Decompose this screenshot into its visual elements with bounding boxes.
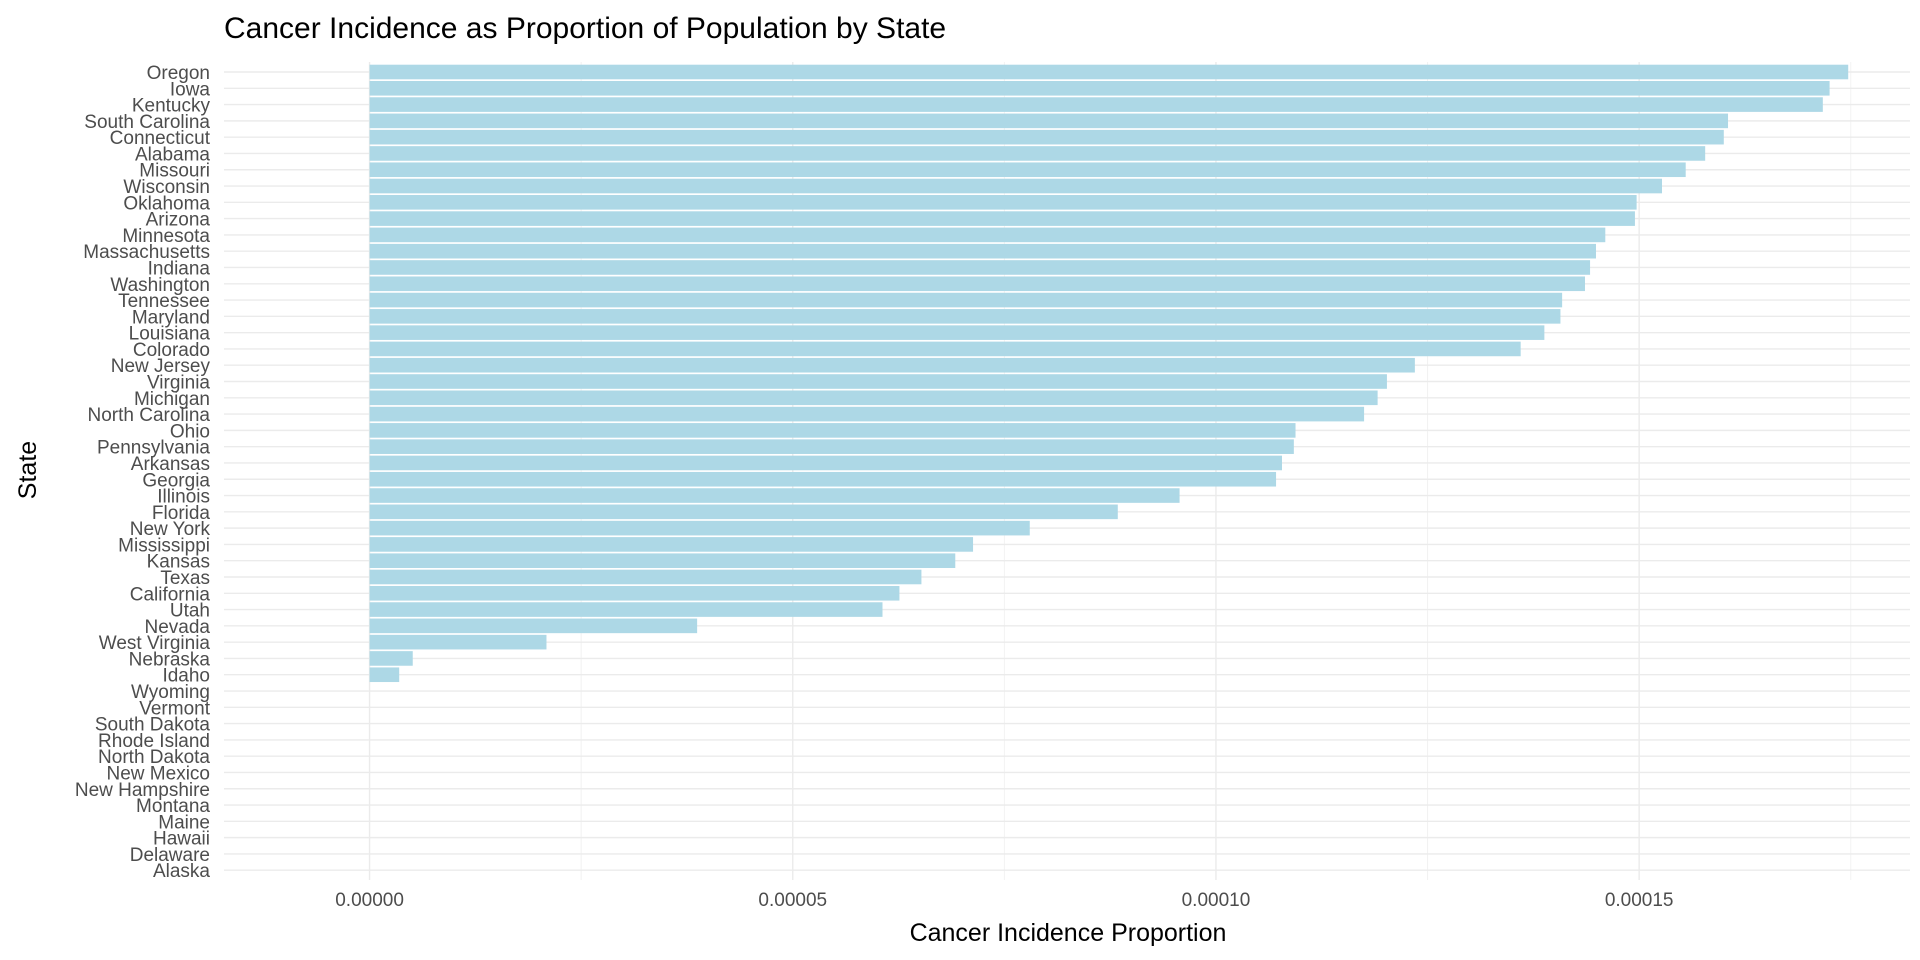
y-tick-label: Tennessee [118,291,210,312]
x-axis-tick-labels: 0.00000 0.00005 0.00010 0.00015 [335,890,1673,911]
y-tick-label: Alaska [153,861,210,882]
bar-massachusetts [369,243,1596,259]
y-tick-label: Idaho [162,666,210,687]
y-tick-label: New Hampshire [75,780,210,801]
bar-south-carolina [369,113,1729,129]
bar-louisiana [369,325,1545,340]
bar-kentucky [369,97,1823,112]
y-tick-label: Illinois [157,487,210,508]
bars [369,64,1849,683]
bar-alabama [369,146,1706,161]
y-tick-label: Washington [110,275,210,296]
bar-florida [369,504,1118,520]
y-tick-label: Mississippi [118,535,210,556]
x-tick-label: 0.00010 [1182,890,1251,911]
x-tick-label: 0.00000 [335,890,404,911]
bar-california [369,585,900,601]
bar-utah [369,602,883,617]
y-tick-label: Missouri [139,161,210,182]
bar-north-carolina [369,406,1365,422]
bar-washington [369,276,1585,292]
y-tick-label: North Carolina [88,405,211,426]
y-tick-label: Massachusetts [83,242,210,263]
bar-texas [369,569,922,585]
bar-illinois [369,488,1180,503]
y-tick-label: South Carolina [84,112,210,133]
y-axis-title: State [14,441,42,499]
y-tick-label: Iowa [170,79,211,100]
y-tick-label: New York [130,519,211,540]
bar-oklahoma [369,195,1637,210]
y-tick-label: Oregon [147,63,210,84]
bar-arkansas [369,455,1282,471]
bar-west-virginia [369,634,547,650]
y-tick-label: Georgia [142,470,210,491]
y-tick-label: Oklahoma [123,193,210,214]
x-tick-label: 0.00015 [1605,890,1674,911]
y-tick-label: Arizona [146,210,211,231]
bar-idaho [369,667,400,683]
bar-tennessee [369,292,1563,308]
bar-kansas [369,553,956,568]
bar-wisconsin [369,178,1663,194]
y-tick-label: Maine [158,812,210,833]
bar-maryland [369,309,1561,324]
bar-arizona [369,211,1635,226]
y-tick-label: Minnesota [122,226,210,247]
y-tick-label: Rhode Island [98,731,210,752]
y-tick-label: Vermont [139,698,210,719]
y-tick-label: Alabama [135,144,210,165]
bar-georgia [369,471,1277,487]
y-tick-label: Florida [152,503,211,524]
y-tick-label: Colorado [133,340,210,361]
bar-mississippi [369,537,974,552]
y-tick-label: Louisiana [129,324,211,345]
x-tick-label: 0.00005 [758,890,827,911]
y-tick-label: Connecticut [110,128,211,149]
y-tick-label: Montana [136,796,210,817]
y-tick-label: Virginia [147,373,210,394]
y-tick-label: Hawaii [153,829,210,850]
y-tick-label: Pennsylvania [97,438,210,459]
y-tick-label: Maryland [132,307,210,328]
bar-virginia [369,374,1387,389]
y-tick-label: Kentucky [132,96,211,117]
bar-colorado [369,341,1521,357]
y-tick-label: Arkansas [131,454,210,475]
y-tick-label: West Virginia [99,633,211,654]
y-tick-label: Kansas [147,552,210,573]
y-tick-label: North Dakota [98,747,210,768]
y-tick-label: Wyoming [131,682,210,703]
bar-oregon [369,64,1849,80]
y-tick-label: Delaware [130,845,210,866]
bar-missouri [369,162,1686,178]
bar-indiana [369,260,1591,275]
bar-connecticut [369,129,1724,145]
bar-nebraska [369,651,413,666]
y-tick-label: South Dakota [95,715,211,736]
bar-new-york [369,520,1030,536]
chart-title: Cancer Incidence as Proportion of Popula… [224,12,946,45]
y-tick-label: Texas [160,568,210,589]
y-tick-label: New Mexico [107,763,210,784]
bar-ohio [369,423,1296,438]
bar-michigan [369,390,1378,406]
y-tick-label: New Jersey [111,356,211,377]
y-tick-label: Indiana [148,258,211,279]
y-tick-label: Nevada [145,617,211,638]
y-tick-label: Utah [170,601,210,622]
bar-pennsylvania [369,439,1294,454]
x-axis-title: Cancer Incidence Proportion [910,919,1227,947]
bar-iowa [369,80,1830,96]
y-tick-label: Nebraska [129,649,211,670]
y-tick-label: California [130,584,211,605]
bar-minnesota [369,227,1606,243]
y-tick-label: Michigan [134,389,210,410]
y-tick-label: Wisconsin [123,177,210,198]
bar-new-jersey [369,357,1415,373]
y-tick-label: Ohio [170,421,210,442]
bar-nevada [369,618,698,634]
